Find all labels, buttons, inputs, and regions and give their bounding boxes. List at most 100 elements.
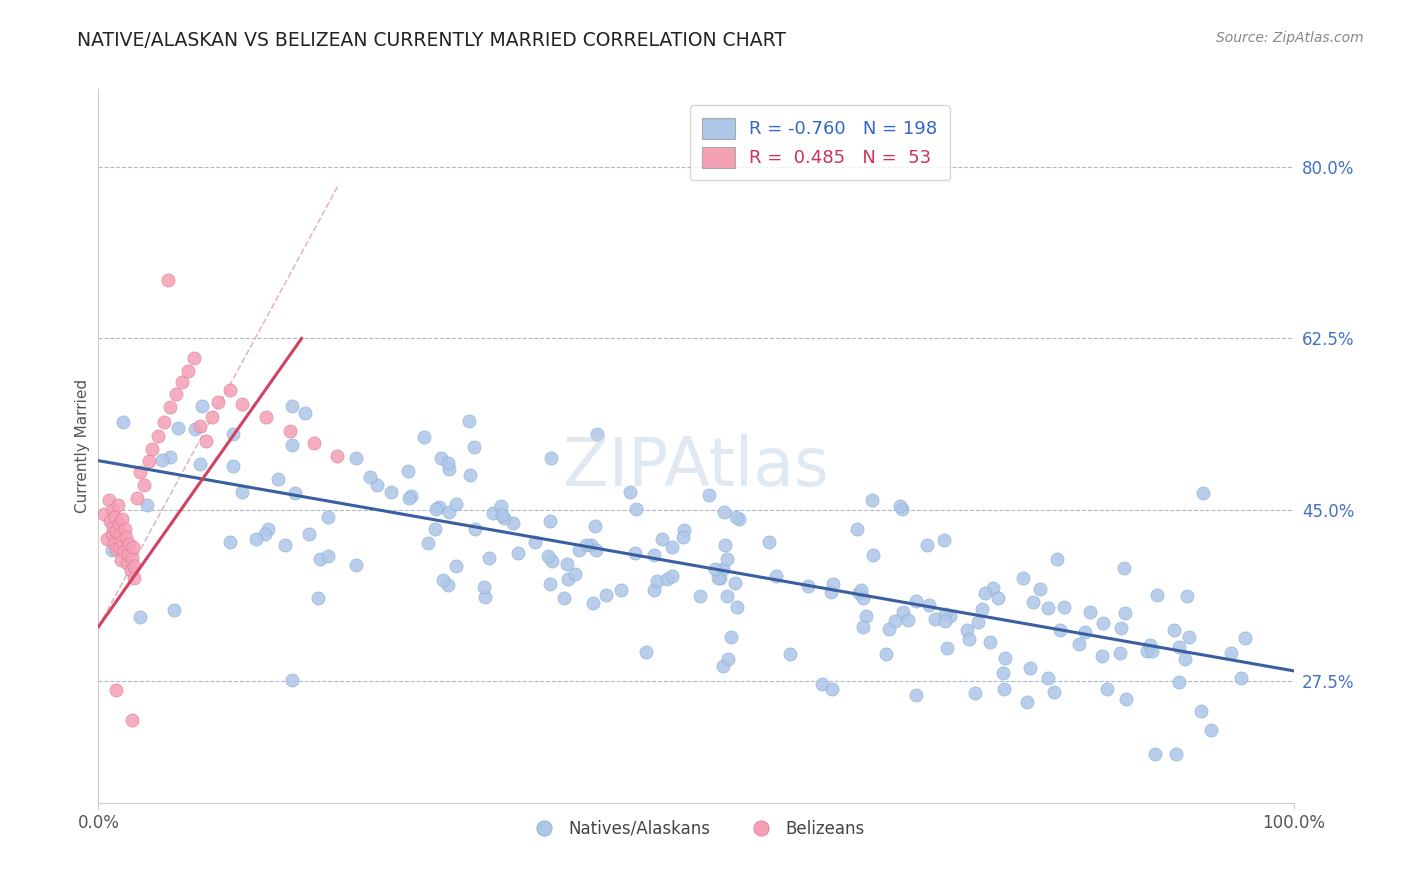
Point	[724, 576, 747, 591]
Point	[107, 517, 129, 532]
Point	[728, 512, 751, 526]
Point	[172, 376, 194, 390]
Point	[1053, 600, 1076, 615]
Point	[136, 498, 159, 512]
Point	[932, 533, 955, 547]
Point	[703, 562, 725, 576]
Point	[307, 591, 329, 605]
Point	[661, 569, 683, 583]
Point	[253, 527, 276, 541]
Point	[862, 548, 884, 562]
Point	[849, 582, 872, 597]
Point	[655, 572, 678, 586]
Point	[538, 514, 561, 528]
Point	[129, 466, 152, 480]
Point	[1036, 600, 1059, 615]
Point	[114, 522, 136, 536]
Point	[274, 538, 297, 552]
Point	[423, 521, 446, 535]
Point	[430, 450, 453, 465]
Point	[1230, 671, 1253, 685]
Point	[344, 451, 367, 466]
Point	[707, 571, 730, 585]
Point	[967, 615, 990, 629]
Point	[396, 464, 419, 478]
Point	[184, 422, 207, 436]
Point	[821, 682, 844, 697]
Point	[643, 583, 665, 598]
Point	[567, 543, 589, 558]
Point	[219, 384, 242, 398]
Point	[427, 500, 450, 514]
Point	[245, 533, 267, 547]
Point	[437, 456, 460, 470]
Point	[222, 427, 245, 442]
Point	[284, 486, 307, 500]
Point	[713, 659, 735, 673]
Point	[104, 510, 127, 524]
Point	[150, 453, 173, 467]
Point	[177, 364, 200, 378]
Y-axis label: Currently Married: Currently Married	[75, 379, 90, 513]
Point	[557, 572, 579, 586]
Point	[852, 620, 875, 634]
Point	[934, 615, 956, 629]
Point	[111, 512, 134, 526]
Point	[153, 415, 176, 429]
Point	[609, 583, 631, 598]
Point	[298, 526, 321, 541]
Point	[1019, 660, 1042, 674]
Point	[121, 713, 143, 727]
Point	[101, 520, 124, 534]
Point	[472, 580, 495, 594]
Point	[582, 596, 605, 610]
Point	[1045, 552, 1067, 566]
Point	[163, 603, 186, 617]
Point	[711, 562, 734, 576]
Point	[689, 589, 711, 603]
Point	[494, 511, 516, 525]
Point	[188, 419, 211, 434]
Point	[626, 502, 648, 516]
Point	[398, 491, 420, 505]
Point	[231, 397, 253, 411]
Point	[579, 538, 602, 552]
Point	[124, 571, 146, 585]
Point	[765, 568, 787, 582]
Point	[101, 502, 124, 516]
Point	[758, 534, 780, 549]
Legend: Natives/Alaskans, Belizeans: Natives/Alaskans, Belizeans	[520, 814, 872, 845]
Point	[897, 613, 920, 627]
Point	[1189, 704, 1212, 718]
Point	[281, 399, 304, 413]
Point	[1114, 561, 1136, 575]
Point	[156, 273, 179, 287]
Point	[366, 478, 388, 492]
Point	[875, 647, 897, 661]
Point	[254, 409, 277, 424]
Point	[724, 509, 747, 524]
Point	[957, 632, 980, 647]
Point	[1175, 589, 1198, 603]
Point	[98, 492, 121, 507]
Point	[645, 574, 668, 588]
Point	[457, 414, 479, 428]
Point	[502, 516, 524, 530]
Point	[148, 429, 170, 443]
Point	[855, 609, 877, 624]
Point	[779, 648, 801, 662]
Text: Source: ZipAtlas.com: Source: ZipAtlas.com	[1216, 31, 1364, 45]
Point	[121, 551, 143, 566]
Point	[138, 453, 160, 467]
Point	[201, 409, 224, 424]
Point	[1115, 691, 1137, 706]
Point	[318, 510, 340, 524]
Point	[380, 484, 402, 499]
Point	[1109, 621, 1132, 635]
Point	[117, 547, 139, 561]
Point	[994, 651, 1017, 665]
Point	[938, 609, 960, 624]
Point	[1136, 644, 1159, 658]
Point	[281, 438, 304, 452]
Point	[537, 549, 560, 563]
